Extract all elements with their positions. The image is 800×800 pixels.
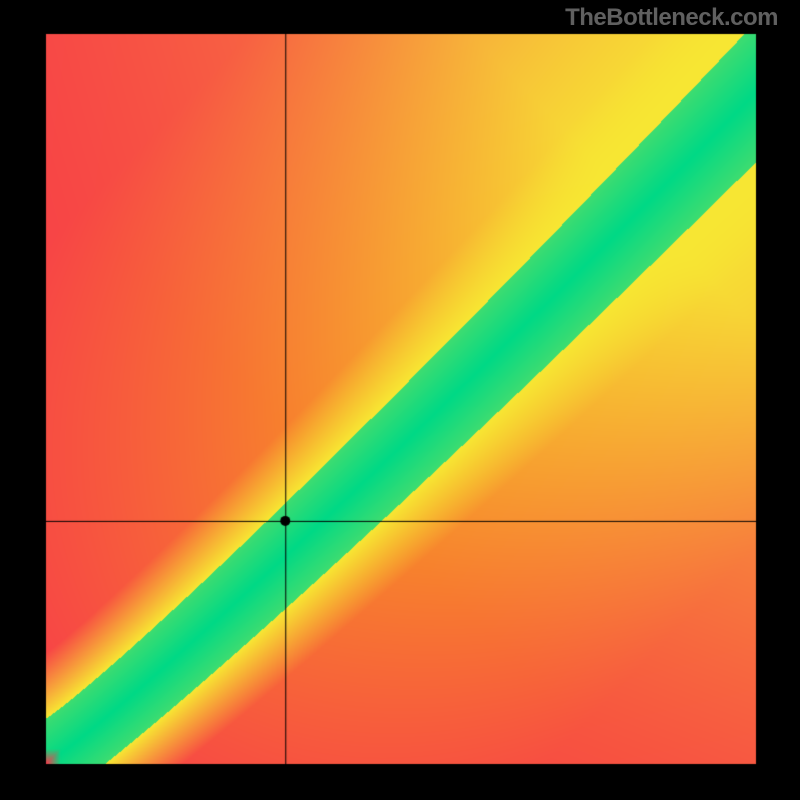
watermark-text: TheBottleneck.com: [565, 4, 778, 32]
chart-container: TheBottleneck.com: [0, 0, 800, 800]
heatmap-canvas: [0, 0, 800, 800]
